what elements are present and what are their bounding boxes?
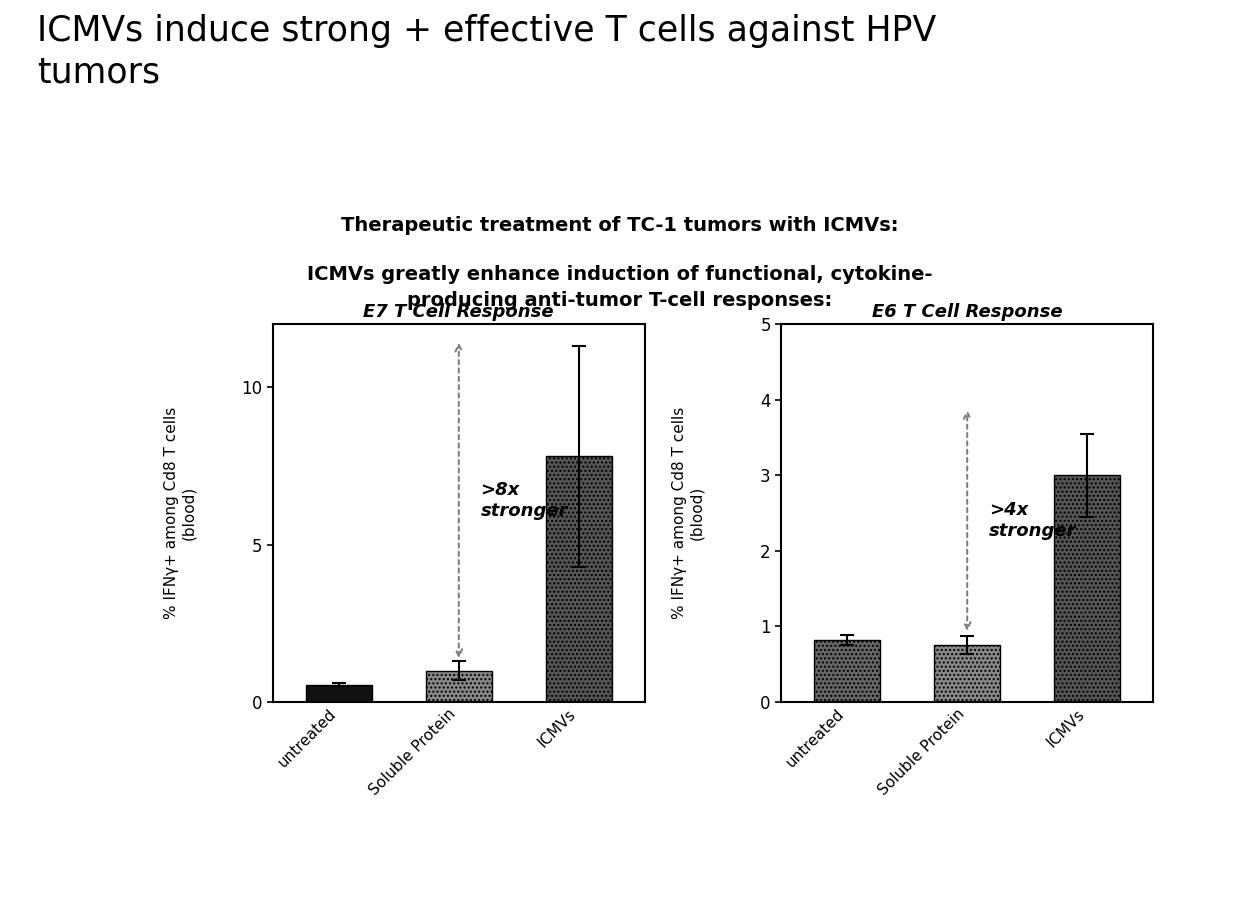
Text: >8x
stronger: >8x stronger	[480, 481, 568, 520]
Text: ICMVs induce strong + effective T cells against HPV
tumors: ICMVs induce strong + effective T cells …	[37, 14, 936, 90]
Title: E6 T Cell Response: E6 T Cell Response	[872, 303, 1063, 321]
Text: >4x
stronger: >4x stronger	[988, 501, 1076, 540]
Text: ICMVs greatly enhance induction of functional, cytokine-
producing anti-tumor T-: ICMVs greatly enhance induction of funct…	[308, 266, 932, 310]
Bar	[425, 670, 492, 702]
Text: Soluble Protein: Soluble Protein	[367, 706, 459, 798]
Text: % IFNγ+ among Cd8 T cells
(blood): % IFNγ+ among Cd8 T cells (blood)	[164, 407, 196, 619]
Text: ICMVs: ICMVs	[1044, 706, 1087, 750]
Bar	[1054, 475, 1120, 702]
Bar	[546, 456, 611, 702]
Text: untreated: untreated	[784, 706, 847, 770]
Text: ICMVs: ICMVs	[536, 706, 579, 750]
Text: Soluble Protein: Soluble Protein	[875, 706, 967, 798]
Bar	[815, 640, 880, 702]
Text: Therapeutic treatment of TC-1 tumors with ICMVs:: Therapeutic treatment of TC-1 tumors wit…	[341, 216, 899, 235]
Title: E7 T Cell Response: E7 T Cell Response	[363, 303, 554, 321]
Bar	[306, 685, 372, 702]
Text: % IFNγ+ among Cd8 T cells
(blood): % IFNγ+ among Cd8 T cells (blood)	[672, 407, 704, 619]
Bar	[934, 645, 1001, 702]
Text: untreated: untreated	[275, 706, 339, 770]
